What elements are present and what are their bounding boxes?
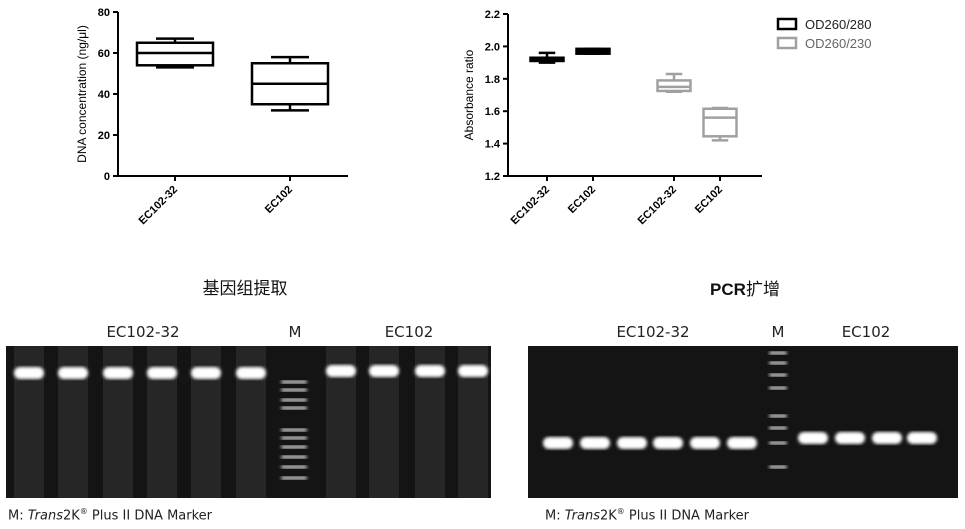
caption-italic: Trans [564, 508, 600, 524]
marker-band [281, 445, 307, 449]
y-tick-label: 20 [98, 130, 110, 142]
gel1-caption: M: Trans2K® Plus II DNA Marker [8, 507, 212, 523]
caption-suffix: Plus II DNA Marker [87, 508, 213, 524]
dna-band [617, 437, 647, 449]
gel-background [528, 346, 958, 498]
gel2-caption: M: Trans2K® Plus II DNA Marker [545, 507, 749, 523]
marker-band [769, 373, 787, 377]
pcr-gel [528, 346, 958, 498]
legend-label: OD260/280 [805, 17, 872, 32]
gel1-group1-label: EC102-32 [106, 323, 180, 341]
dna-band [191, 367, 221, 379]
dna-concentration-boxplot: 0 20 40 60 80 EC102-32 EC102 DNA concentration … [75, 7, 348, 228]
caption-prefix: M: [545, 508, 565, 524]
box-EC102 [250, 55, 330, 112]
dna-band [872, 432, 902, 444]
dna-band [580, 437, 610, 449]
box-iqr [702, 107, 738, 138]
marker-band [769, 414, 787, 418]
marker-band [281, 455, 307, 459]
marker-band [281, 398, 307, 402]
y-tick-label: 1.4 [485, 139, 501, 151]
marker-band [281, 476, 307, 480]
marker-band [281, 388, 307, 392]
marker-band [281, 465, 307, 469]
caption-main: 2K [63, 508, 80, 524]
gel1-marker-label: M [288, 323, 302, 341]
caption-main: 2K [600, 508, 617, 524]
legend-swatch [776, 17, 798, 31]
box-EC102-32 [135, 37, 215, 69]
genomic-extraction-gel [6, 346, 491, 498]
marker-band [769, 441, 787, 445]
y-tick-label: 1.2 [485, 171, 500, 183]
dna-band [369, 365, 399, 377]
x-tick-label: EC102-32 [137, 184, 181, 228]
y-tick-label: 80 [98, 7, 110, 19]
caption-italic: Trans [27, 508, 63, 524]
x-tick-label: EC102 [693, 184, 725, 216]
y-tick-label: 1.8 [485, 74, 500, 86]
dna-band [653, 437, 683, 449]
dna-band [14, 367, 44, 379]
y-tick-label: 60 [98, 48, 110, 60]
caption-reg: ® [79, 507, 88, 516]
y-axis-label: Absorbance ratio [462, 49, 476, 140]
dna-band [690, 437, 720, 449]
marker-band [281, 436, 307, 440]
dna-band [147, 367, 177, 379]
dna-band [58, 367, 88, 379]
dna-band [103, 367, 133, 379]
marker-band [769, 386, 787, 390]
marker-band [281, 428, 307, 432]
marker-band [769, 426, 787, 430]
gel1-group2-label: EC102 [384, 323, 434, 341]
box-EC102 [702, 106, 738, 142]
dna-band [907, 432, 937, 444]
box-EC102 [575, 47, 611, 55]
dna-band [798, 432, 828, 444]
marker-band [769, 361, 787, 365]
dna-band [458, 365, 488, 377]
gel2-group1-label: EC102-32 [616, 323, 690, 341]
box-EC102-32 [529, 51, 565, 64]
y-axis-label: DNA concentration (ng/μl) [75, 25, 89, 163]
gel2-marker-label: M [771, 323, 785, 341]
dna-band [727, 437, 757, 449]
extraction-heading: 基因组提取 [202, 279, 288, 299]
gel2-group2-label: EC102 [841, 323, 891, 341]
pcr-heading: PCR扩增 [710, 275, 780, 300]
legend-label: OD260/230 [805, 36, 872, 51]
y-tick-label: 40 [98, 89, 110, 101]
dna-band [835, 432, 865, 444]
box-EC102-32 [656, 72, 692, 94]
pcr-heading-bold: PCR [710, 280, 746, 299]
marker-band [769, 465, 787, 469]
marker-band [769, 351, 787, 355]
legend-swatch [776, 36, 798, 50]
x-tick-label: EC102-32 [509, 184, 553, 228]
x-tick-label: EC102-32 [636, 184, 680, 228]
marker-band [281, 380, 307, 384]
dna-band [415, 365, 445, 377]
caption-reg: ® [616, 507, 625, 516]
dna-band [236, 367, 266, 379]
dna-band [326, 365, 356, 377]
x-tick-label: EC102 [566, 184, 598, 216]
pcr-heading-rest: 扩增 [745, 280, 780, 300]
dna-band [543, 437, 573, 449]
caption-suffix: Plus II DNA Marker [624, 508, 750, 524]
caption-prefix: M: [8, 508, 28, 524]
absorbance-ratio-boxplot: 1.2 1.4 1.6 1.8 2.0 2.2 EC102-32 EC102 EC102-32 E… [462, 9, 872, 228]
x-tick-label: EC102 [263, 184, 295, 216]
y-tick-label: 1.6 [485, 106, 500, 118]
marker-band [281, 406, 307, 410]
y-tick-label: 2.2 [485, 9, 500, 21]
y-tick-label: 2.0 [485, 41, 500, 53]
y-tick-label: 0 [104, 171, 110, 183]
